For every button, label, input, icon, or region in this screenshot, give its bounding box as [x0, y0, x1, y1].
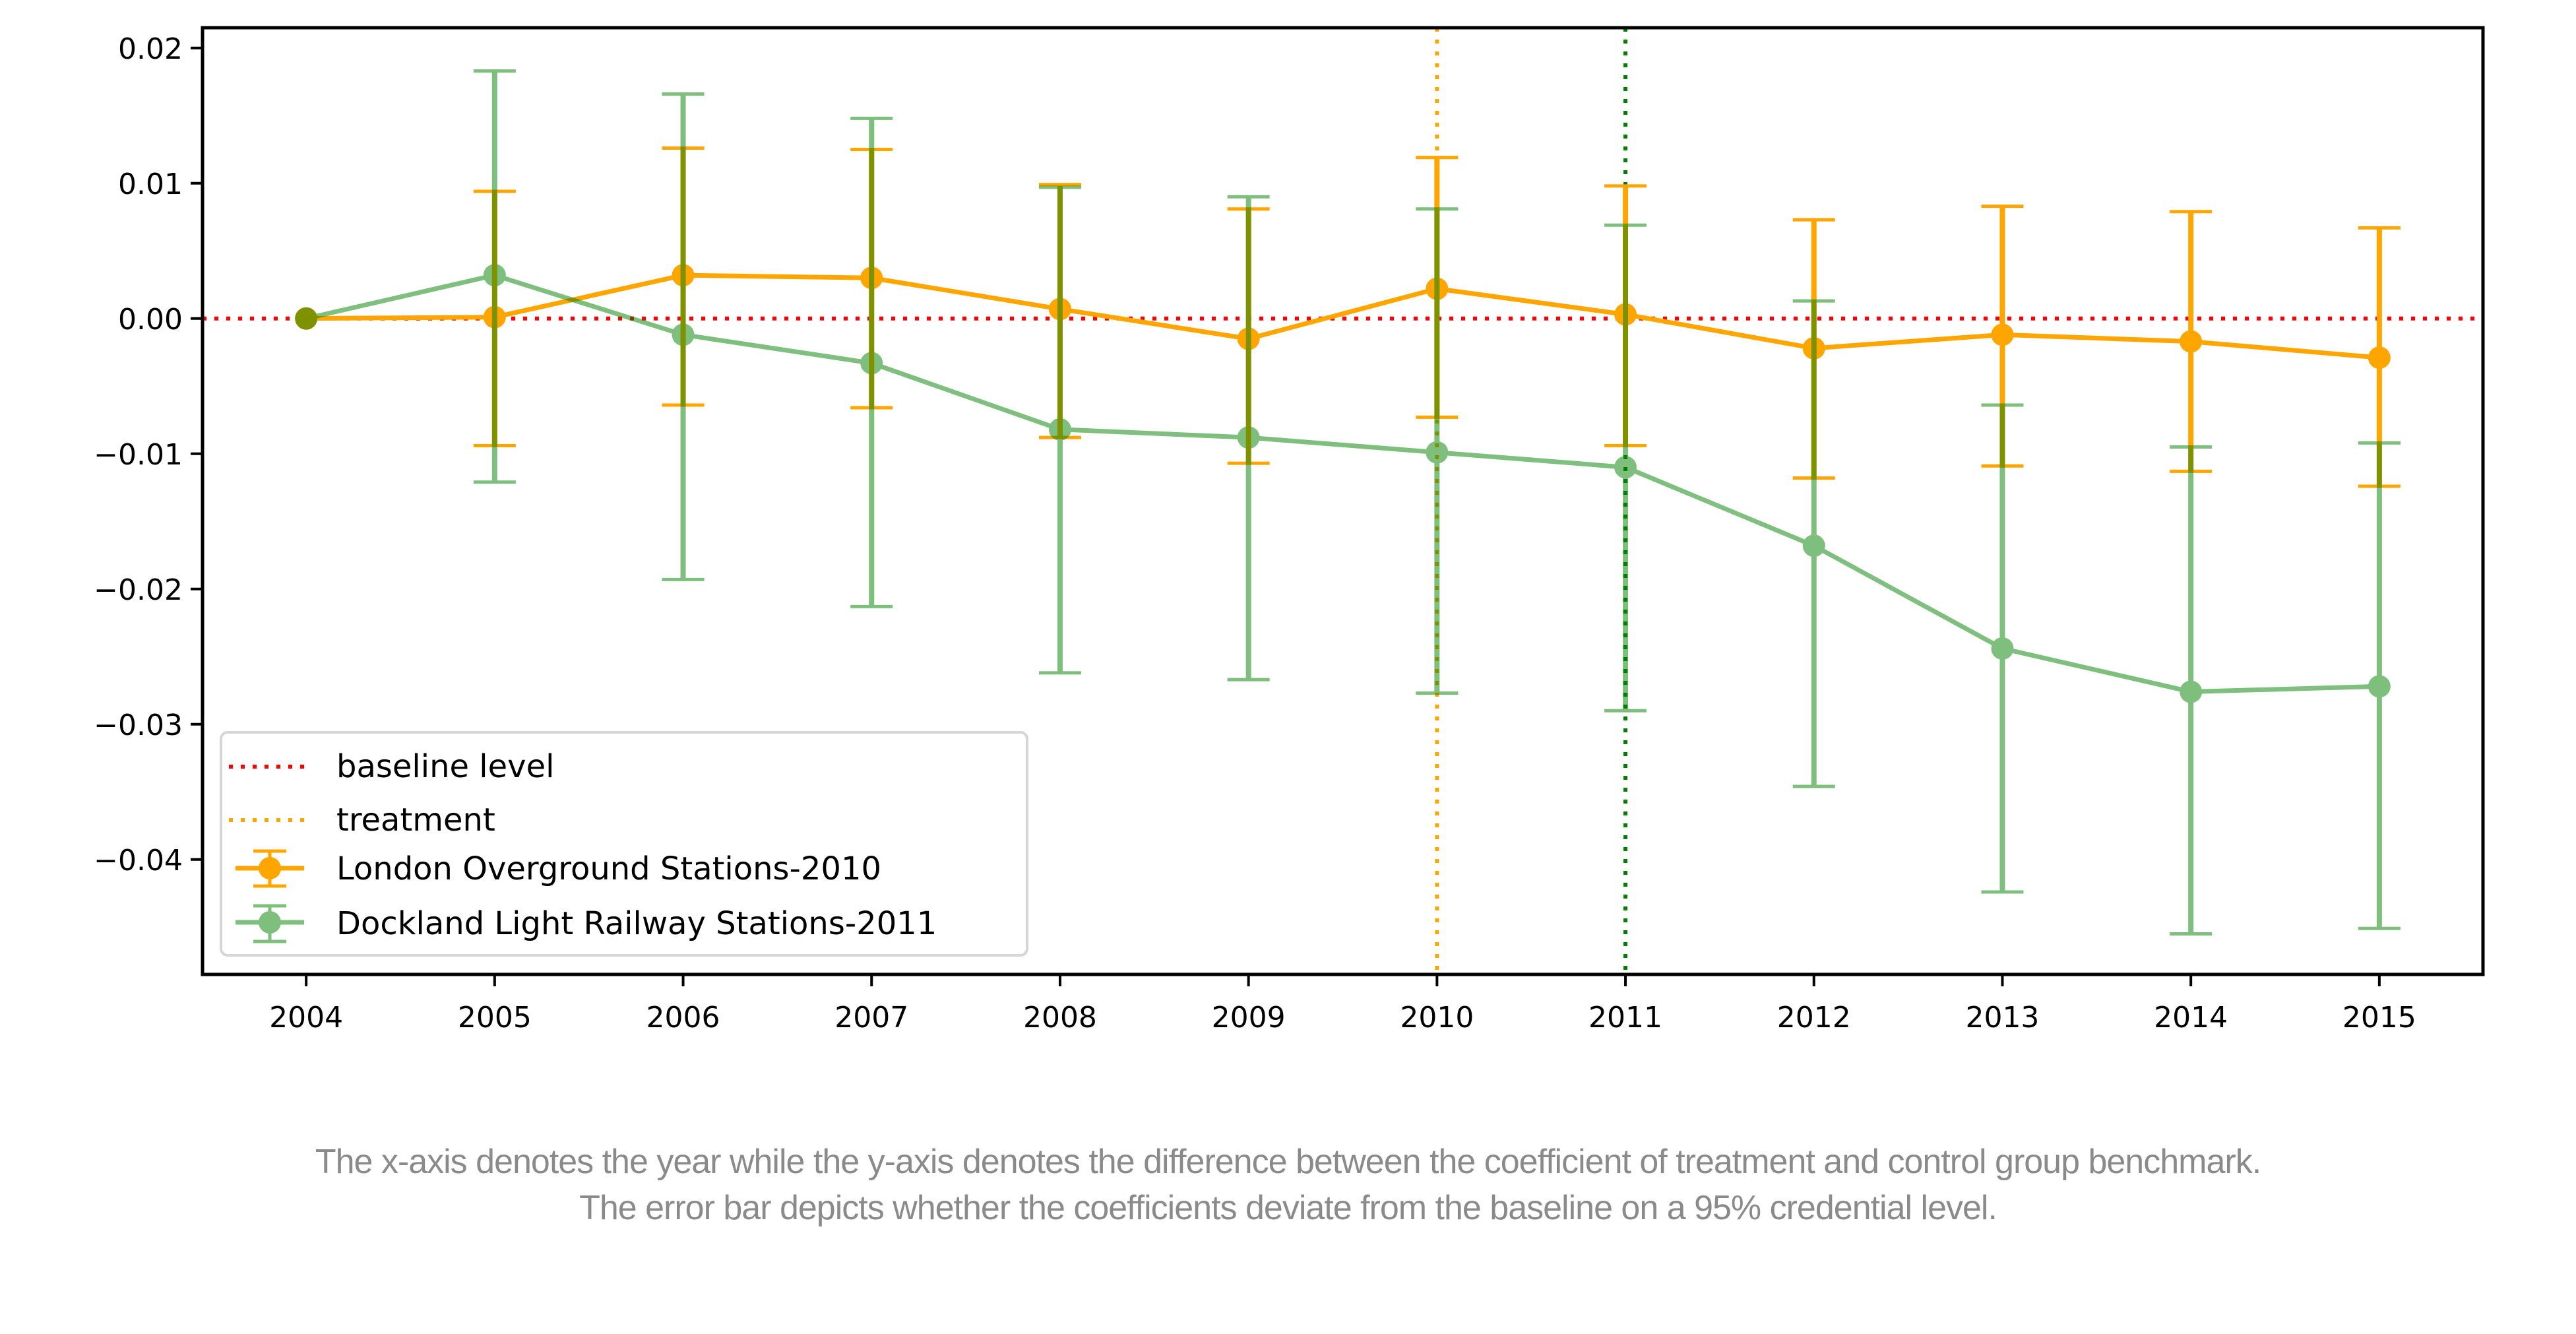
data-point: [1614, 456, 1637, 479]
y-tick-label: 0.01: [118, 168, 183, 201]
legend: baseline level treatment London Overgrou…: [220, 731, 1028, 957]
legend-box: [220, 731, 1028, 957]
x-tick-label: 2008: [1023, 1001, 1097, 1034]
data-point: [1991, 323, 2014, 346]
legend-item-treatment: treatment: [229, 802, 495, 839]
y-tick-label: −0.01: [94, 438, 183, 472]
data-point: [1991, 637, 2014, 660]
legend-errorbar-icon-orange: [236, 849, 304, 888]
data-point: [672, 323, 695, 346]
legend-label-london-overground: London Overground Stations-2010: [336, 850, 881, 887]
x-tick-label: 2014: [2154, 1001, 2228, 1034]
x-tick-label: 2015: [2342, 1001, 2416, 1034]
data-point: [295, 307, 318, 330]
x-tick-label: 2013: [1965, 1001, 2039, 1034]
series-line: [306, 272, 2380, 360]
y-tick-label: 0.00: [118, 303, 183, 336]
series-layer: [295, 69, 2401, 936]
x-tick-label: 2004: [269, 1001, 343, 1034]
x-tick-label: 2012: [1777, 1001, 1851, 1034]
data-point: [1237, 426, 1260, 449]
y-tick-label: −0.04: [94, 844, 183, 877]
series-dockland-light-railway: [295, 69, 2401, 936]
data-point: [1048, 418, 1071, 441]
x-tick-label: 2006: [646, 1001, 720, 1034]
data-point: [2368, 346, 2391, 369]
data-point: [1426, 441, 1449, 464]
legend-errorbar-icon-green: [236, 904, 304, 943]
legend-item-london-overground: London Overground Stations-2010: [236, 849, 881, 888]
x-tick-label: 2011: [1588, 1001, 1662, 1034]
data-point: [2180, 680, 2203, 703]
y-tick-label: 0.02: [118, 32, 183, 66]
data-point: [1802, 534, 1825, 557]
data-point: [483, 264, 506, 287]
data-point: [2368, 675, 2391, 698]
y-tick-label: −0.03: [94, 709, 183, 742]
x-tick-label: 2009: [1212, 1001, 1286, 1034]
data-point: [860, 352, 883, 375]
legend-label-dockland-light-railway: Dockland Light Railway Stations-2011: [336, 905, 937, 942]
data-point: [2180, 330, 2203, 353]
x-tick-label: 2007: [834, 1001, 908, 1034]
legend-item-dockland-light-railway: Dockland Light Railway Stations-2011: [236, 904, 937, 943]
x-tick-label: 2005: [458, 1001, 532, 1034]
figure-caption-line-1: The x-axis denotes the year while the y-…: [315, 1143, 2261, 1181]
axes-frame: [201, 26, 2485, 976]
x-tick-label: 2010: [1400, 1001, 1474, 1034]
figure-caption-line-2: The error bar depicts whether the coeffi…: [579, 1189, 1997, 1227]
x-axis: 2004 2005 2006 2007 2008 2009 2010 2011 2012 2013…: [269, 974, 2416, 1034]
legend-label-treatment: treatment: [336, 802, 495, 839]
y-tick-label: −0.02: [94, 573, 183, 607]
y-axis: 0.02 0.01 0.00 −0.01 −0.02 −0.03 −0.04: [94, 32, 203, 877]
legend-item-baseline: baseline level: [229, 748, 554, 785]
series-line: [305, 272, 2379, 695]
legend-label-baseline: baseline level: [336, 748, 554, 785]
